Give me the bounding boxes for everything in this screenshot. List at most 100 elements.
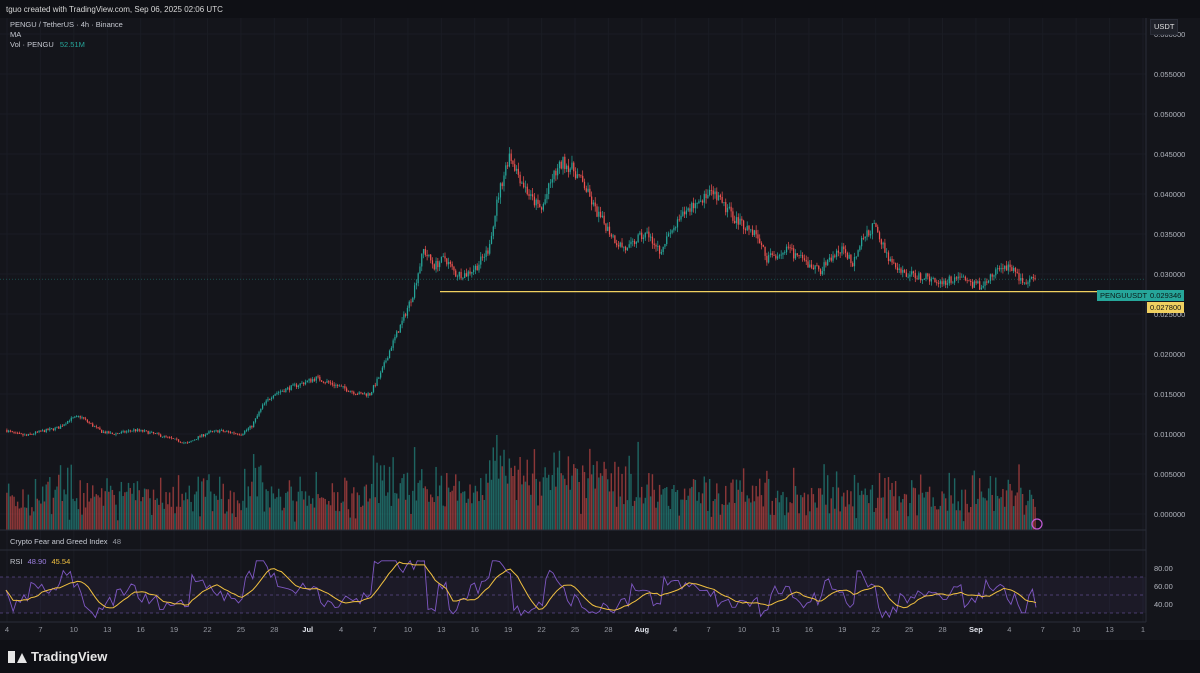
volume-bar [447,487,450,530]
volume-bar [653,489,655,530]
support-level-line[interactable] [0,278,1146,293]
volume-bar [685,500,688,530]
volume-bar [589,448,591,530]
candle-body [524,186,527,188]
volume-bar [773,514,775,530]
candle-body [338,385,341,387]
candle-body [927,273,929,277]
support-price-tag[interactable]: 0.027800 [1147,302,1185,313]
legend-rsi[interactable]: RSI 48.90 45.54 [10,557,70,566]
candle-body [531,194,534,197]
candle-body [886,252,888,254]
candle-body [354,393,357,395]
candle-body [560,161,562,169]
volume-bar [961,489,963,530]
legend-fng[interactable]: Crypto Fear and Greed Index 48 [10,537,121,546]
volume-bar [184,492,187,530]
candle-body [95,426,97,428]
candle-body [456,276,459,278]
candle-body [630,241,632,245]
candle-body [728,206,730,208]
volume-bar [891,482,893,530]
candle-body [905,272,907,277]
volume-bar [120,481,123,530]
volume-bar [320,497,323,530]
volume-bar [465,502,468,530]
candle-body [365,393,367,396]
volume-bar [968,512,970,530]
volume-bar [306,505,309,530]
volume-bar [222,483,224,530]
candle-body [247,428,249,431]
volume-bar [640,486,643,530]
currency-button[interactable]: USDT [1150,19,1179,35]
tradingview-logo[interactable]: TradingView [8,649,107,664]
volume-bar [562,475,564,530]
volume-bar [159,477,162,530]
rsi-axis-label: 60.00 [1154,582,1173,591]
volume-bar [231,513,233,530]
candle-body [692,202,695,209]
legend-ma[interactable]: MA [10,30,22,39]
candle-body [721,197,723,203]
candle-body [22,433,24,436]
candlesticks[interactable] [6,147,1043,530]
volume-bar [658,484,661,530]
candle-body [165,435,167,437]
volume-bar [43,501,46,530]
footer: TradingView [0,640,1200,673]
volume-bar [991,494,993,530]
candle-body [716,191,718,201]
volume-bar [115,504,117,530]
volume-bar [744,501,747,530]
volume-bar [134,500,137,530]
candle-body [410,301,412,303]
chart-caption-bar: tguo created with TradingView.com, Sep 0… [0,0,1200,18]
volume-bar [277,488,280,530]
volume-bar [1025,505,1027,530]
volume-bar [424,486,427,530]
candle-body [385,360,387,363]
volume-bar [728,502,731,530]
volume-bar [154,499,157,530]
volume-bar [573,464,575,530]
volume-bar [995,477,997,530]
candle-body [43,430,46,433]
candle-body [440,256,443,263]
legend-symbol[interactable]: PENGU / TetherUS · 4h · Binance [10,20,123,29]
candle-body [837,250,840,253]
volume-bar [20,507,22,530]
candle-body [467,271,469,277]
time-axis-label: 13 [771,625,779,634]
volume-bar [553,452,555,530]
volume-bar [460,493,462,530]
candle-body [242,433,244,436]
candle-body [176,438,178,440]
candle-body [294,384,296,386]
volume-bar [644,497,646,530]
candle-body [791,248,793,250]
volume-bar [499,455,502,530]
candle-body [882,242,884,245]
candle-body [428,254,430,257]
volume-bar [782,491,784,530]
candle-body [582,175,584,182]
volume-bar [698,492,700,530]
volume-bar [776,490,779,530]
legend-volume[interactable]: Vol · PENGU 52.51M [10,40,85,49]
candle-body [381,367,384,373]
candle-body [533,196,536,206]
candle-body [734,220,736,224]
volume-bar [292,500,294,530]
volume-bar [86,482,89,530]
volume-bar [401,478,403,530]
volume-bar [417,482,419,530]
volume-bar [333,492,335,530]
candle-body [710,189,713,191]
volume-bar [635,497,638,530]
volume-bar [633,500,636,530]
candle-body [810,264,813,268]
volume-bar [496,435,498,530]
time-axis-label: 25 [571,625,579,634]
